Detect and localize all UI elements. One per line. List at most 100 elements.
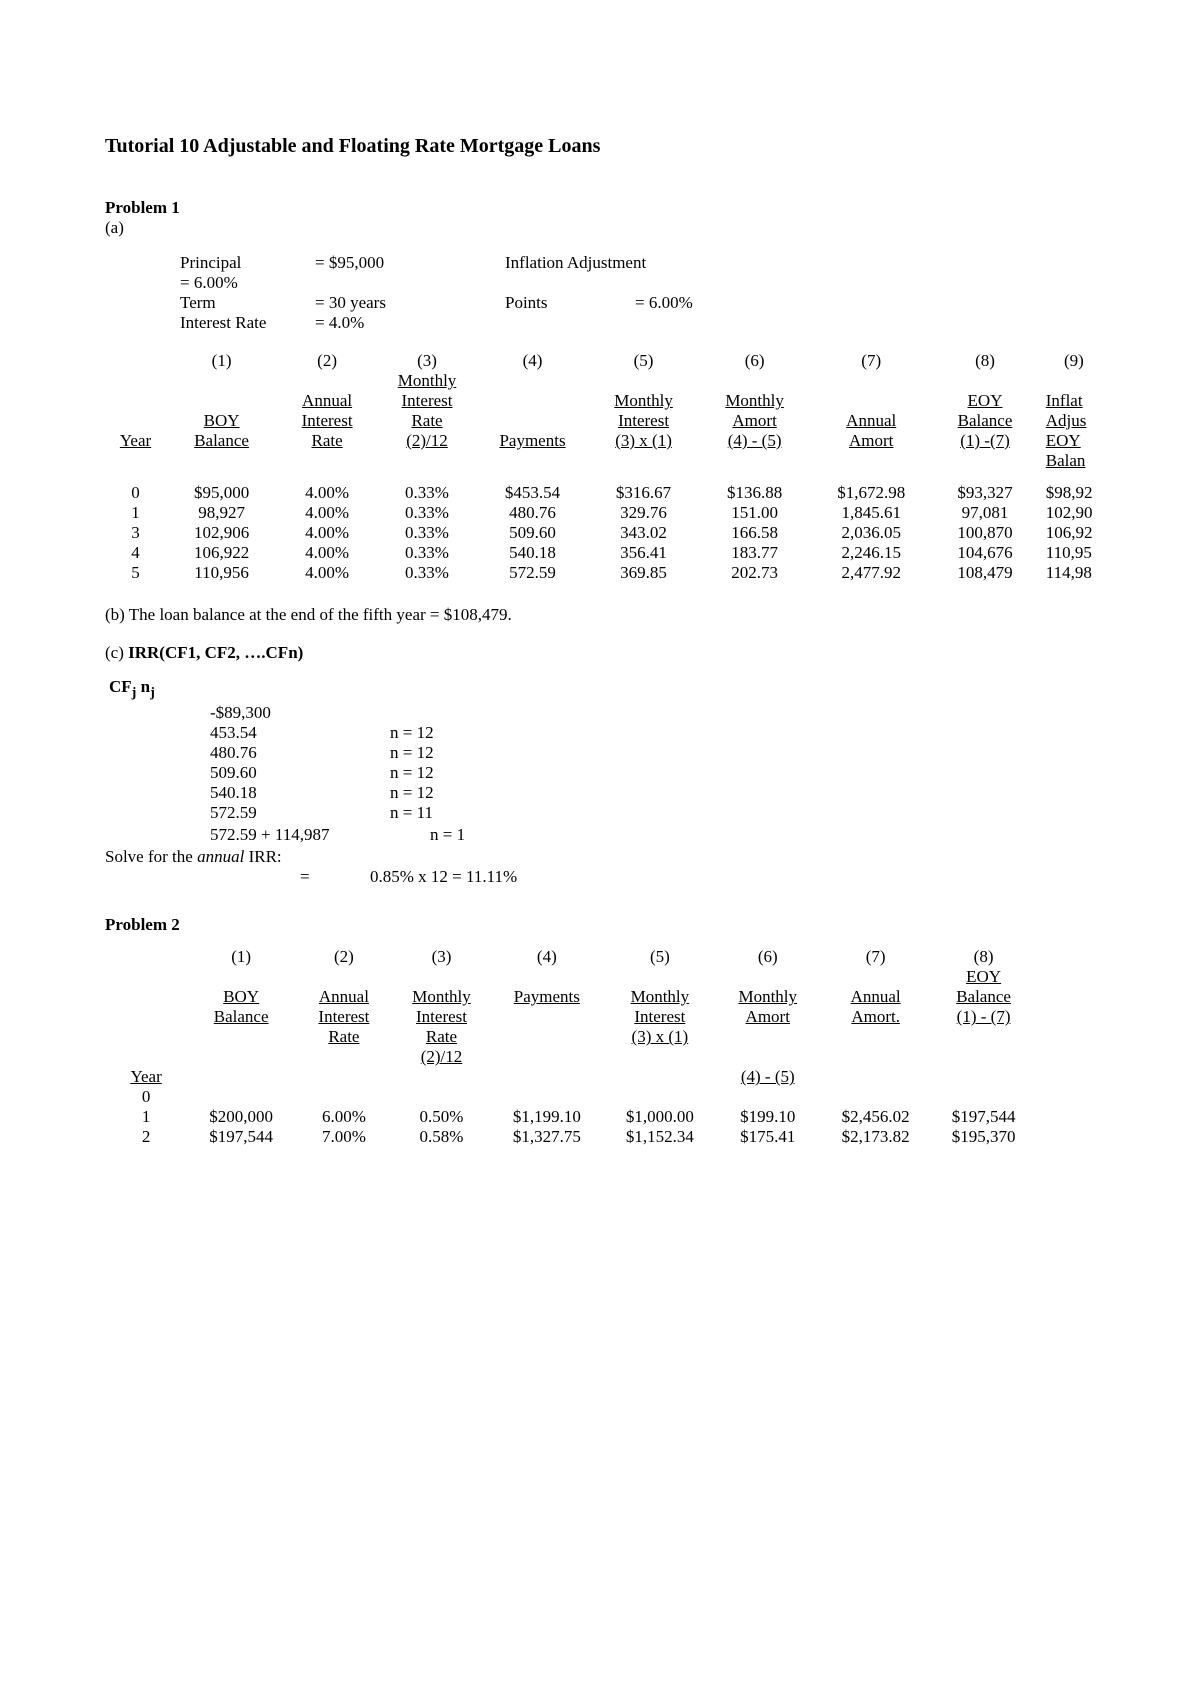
col-head: Interest (377, 391, 477, 411)
col-head: Monthly (699, 391, 810, 411)
colnum: (6) (699, 351, 810, 371)
col-head: BOY (187, 987, 295, 1007)
cf-row: 540.18n = 12 (210, 783, 1100, 803)
col-head: Amort (699, 411, 810, 431)
col-head: Interest (393, 1007, 491, 1027)
problem1-heading: Problem 1 (105, 198, 1100, 218)
colnum: (8) (932, 351, 1037, 371)
param-principal-label: Principal (180, 253, 315, 273)
col-head-year: Year (105, 1067, 187, 1087)
col-head: Interest (588, 411, 699, 431)
col-head: EOY (932, 967, 1035, 987)
problem2-table: (1) (2) (3) (4) (5) (6) (7) (8) EOY BOY … (105, 947, 1035, 1147)
colnum: (4) (477, 351, 588, 371)
col-head: Annual (810, 411, 932, 431)
col-head: Payments (477, 431, 588, 451)
table-row: 5110,9564.00%0.33%572.59369.85202.732,47… (105, 563, 1110, 583)
col-head: (1) -(7) (932, 431, 1037, 451)
solve-line: Solve for the annual IRR: (105, 847, 1100, 867)
page: Tutorial 10 Adjustable and Floating Rate… (0, 0, 1200, 1697)
col-head: Rate (377, 411, 477, 431)
colnum: (1) (187, 947, 295, 967)
col-head: Interest (603, 1007, 716, 1027)
table-row: 4106,9224.00%0.33%540.18356.41183.772,24… (105, 543, 1110, 563)
col-head: EOY (1038, 431, 1110, 451)
colnum: (6) (716, 947, 819, 967)
col-head: Amort (810, 431, 932, 451)
colnum: (3) (393, 947, 491, 967)
page-title: Tutorial 10 Adjustable and Floating Rate… (105, 135, 1100, 158)
col-head: Rate (393, 1027, 491, 1047)
problem1-part-c: (c) IRR(CF1, CF2, ….CFn) (105, 643, 1100, 663)
cf-last-row: 572.59 + 114,987 n = 1 (210, 825, 1100, 845)
table-row: 1$200,0006.00%0.50%$1,199.10$1,000.00$19… (105, 1107, 1035, 1127)
cf-table: -$89,300453.54n = 12480.76n = 12509.60n … (210, 703, 1100, 823)
table-row: 198,9274.00%0.33%480.76329.76151.001,845… (105, 503, 1110, 523)
col-head: (2)/12 (377, 431, 477, 451)
col-head: Annual (295, 987, 393, 1007)
col-head: Rate (295, 1027, 393, 1047)
colnum: (7) (819, 947, 932, 967)
param-points-val: = 6.00% (635, 293, 785, 313)
colnum: (4) (490, 947, 603, 967)
col-head: (3) x (1) (603, 1027, 716, 1047)
col-head: Interest (295, 1007, 393, 1027)
param-term-label: Term (180, 293, 315, 313)
col-head: Monthly (716, 987, 819, 1007)
param-points-label: Points (505, 293, 635, 313)
col-head: Annual (819, 987, 932, 1007)
col-head: (3) x (1) (588, 431, 699, 451)
problem1-part-a: (a) (105, 218, 1100, 238)
table-row: 0$95,0004.00%0.33%$453.54$316.67$136.88$… (105, 483, 1110, 503)
colnum: (5) (588, 351, 699, 371)
col-head: Balance (187, 1007, 295, 1027)
col-head: Annual (277, 391, 377, 411)
col-head: Balance (166, 431, 277, 451)
col-head: Balance (932, 987, 1035, 1007)
col-head: Balance (932, 411, 1037, 431)
col-head: Balan (1038, 451, 1110, 471)
param-term-val: = 30 years (315, 293, 505, 313)
col-head: Rate (277, 431, 377, 451)
problem1-params: Principal = $95,000 Inflation Adjustment… (180, 253, 1100, 333)
col-head: Amort (716, 1007, 819, 1027)
colnum: (2) (277, 351, 377, 371)
param-rate-val: = 4.0% (315, 313, 505, 333)
col-head: Adjus (1038, 411, 1110, 431)
col-head: Payments (490, 987, 603, 1007)
col-head: Monthly (588, 391, 699, 411)
col-head: Monthly (603, 987, 716, 1007)
cf-row: -$89,300 (210, 703, 1100, 723)
colnum: (2) (295, 947, 393, 967)
colnum: (1) (166, 351, 277, 371)
solve-equation: = 0.85% x 12 = 11.11% (300, 867, 1100, 887)
param-rate-label: Interest Rate (180, 313, 315, 333)
part-c-label: (c) (105, 643, 128, 662)
col-head: (4) - (5) (716, 1067, 819, 1087)
col-head: Monthly (393, 987, 491, 1007)
col-head: Interest (277, 411, 377, 431)
cf-notation: CFj nj (109, 677, 1100, 701)
cf-row: 453.54n = 12 (210, 723, 1100, 743)
problem1-table: (1) (2) (3) (4) (5) (6) (7) (8) (9) Mont… (105, 351, 1110, 583)
cf-row: 572.59n = 11 (210, 803, 1100, 823)
col-head: Inflat (1038, 391, 1110, 411)
col-head: EOY (932, 391, 1037, 411)
cf-row: 480.76n = 12 (210, 743, 1100, 763)
col-head-year: Year (105, 431, 166, 451)
table-row: 0 (105, 1087, 1035, 1107)
cf-row: 509.60n = 12 (210, 763, 1100, 783)
colnum: (8) (932, 947, 1035, 967)
problem1-part-b: (b) The loan balance at the end of the f… (105, 605, 1100, 625)
colnum: (7) (810, 351, 932, 371)
problem2-heading: Problem 2 (105, 915, 1100, 935)
col-head: (4) - (5) (699, 431, 810, 451)
part-c-formula: IRR(CF1, CF2, ….CFn) (128, 643, 303, 662)
col-head: BOY (166, 411, 277, 431)
col-head: Amort. (819, 1007, 932, 1027)
colnum: (9) (1038, 351, 1110, 371)
colnum: (5) (603, 947, 716, 967)
table-row: 3102,9064.00%0.33%509.60343.02166.582,03… (105, 523, 1110, 543)
param-inflation-label: Inflation Adjustment (505, 253, 715, 273)
table-row: 2$197,5447.00%0.58%$1,327.75$1,152.34$17… (105, 1127, 1035, 1147)
